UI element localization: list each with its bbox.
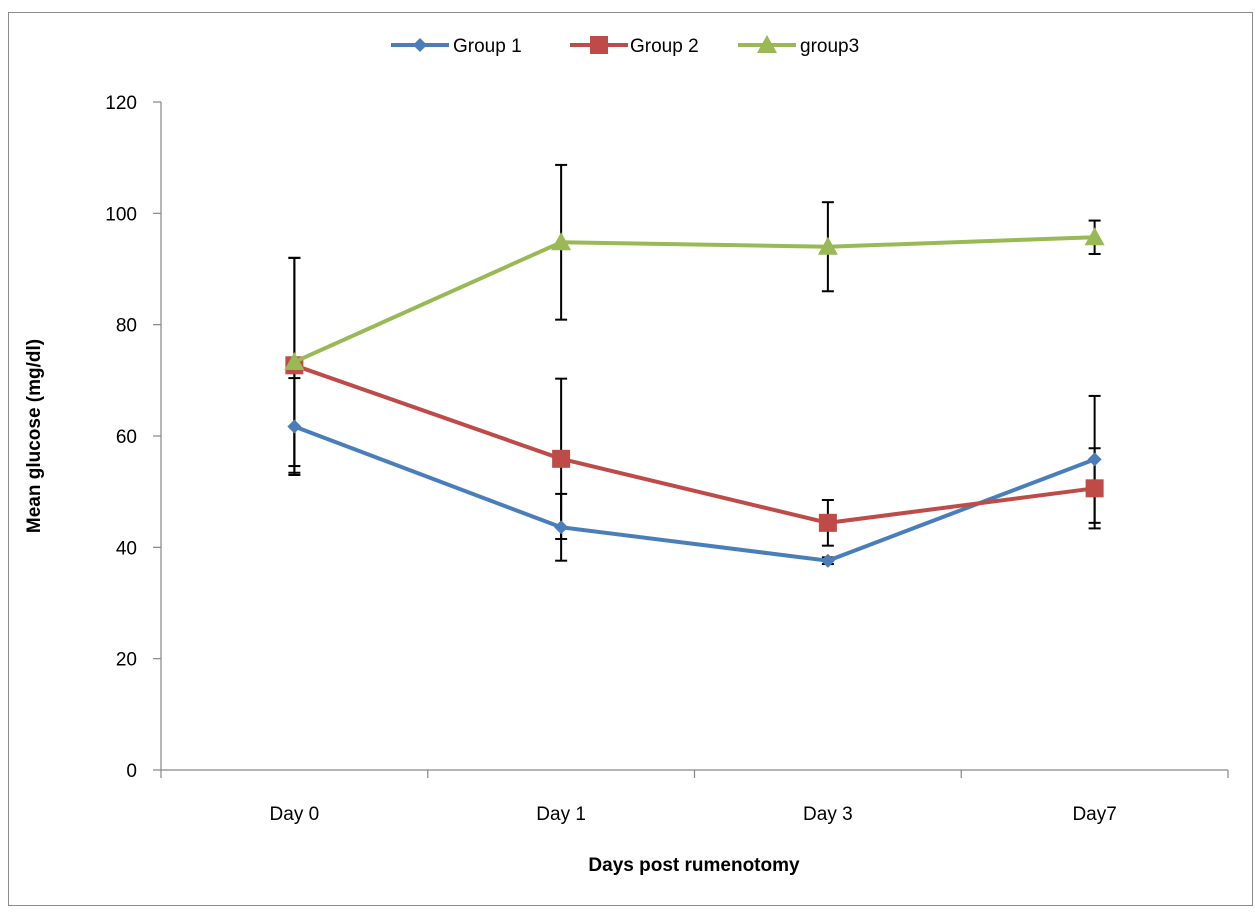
series-3 xyxy=(284,227,1105,370)
legend-marker xyxy=(413,38,427,52)
series-1-point xyxy=(820,553,835,568)
series-2-point xyxy=(1085,479,1104,498)
x-tick-label: Day 3 xyxy=(803,804,853,825)
x-axis-title: Days post rumenotomy xyxy=(588,855,800,876)
x-tick-label: Day7 xyxy=(1072,804,1116,825)
y-tick-label: 20 xyxy=(116,650,137,671)
chart-border xyxy=(8,12,1253,906)
series-3-line xyxy=(293,235,1095,364)
legend-label: group3 xyxy=(800,36,859,57)
y-tick-label: 120 xyxy=(105,93,137,114)
series-2-line xyxy=(293,363,1095,525)
y-tick-label: 80 xyxy=(116,316,137,337)
y-axis-title: Mean glucose (mg/dl) xyxy=(24,339,45,533)
series-1-line xyxy=(293,424,1096,563)
legend-item: Group 1 xyxy=(391,36,522,57)
series-3-point xyxy=(1084,227,1105,246)
y-tick-label: 100 xyxy=(105,204,137,225)
axes: 0 20 40 60 80 100 120 Day 0 Day 1 Day 3 Day7 xyxy=(105,93,1229,825)
legend-marker xyxy=(757,35,777,53)
y-tick-label: 60 xyxy=(116,427,137,448)
series-1-point xyxy=(287,419,302,434)
series-1 xyxy=(287,419,1102,568)
legend-label: Group 1 xyxy=(453,36,522,57)
series-1-point xyxy=(1087,452,1102,467)
legend-item: Group 2 xyxy=(570,36,699,57)
series-3-point xyxy=(817,236,838,255)
y-tick-label: 40 xyxy=(116,538,137,559)
series-3-point xyxy=(284,351,305,370)
legend-item: group3 xyxy=(738,35,859,57)
series-2-point xyxy=(818,513,837,532)
legend-label: Group 2 xyxy=(630,36,699,57)
series-3-point xyxy=(551,232,572,251)
y-tick-label: 0 xyxy=(126,761,137,782)
series-2-point xyxy=(552,449,571,468)
x-tick-label: Day 0 xyxy=(270,804,320,825)
series-1-point xyxy=(554,520,569,535)
series-layer xyxy=(284,227,1105,568)
legend-marker xyxy=(590,36,608,54)
legend: Group 1 Group 2 group3 xyxy=(391,35,859,57)
x-tick-label: Day 1 xyxy=(536,804,586,825)
